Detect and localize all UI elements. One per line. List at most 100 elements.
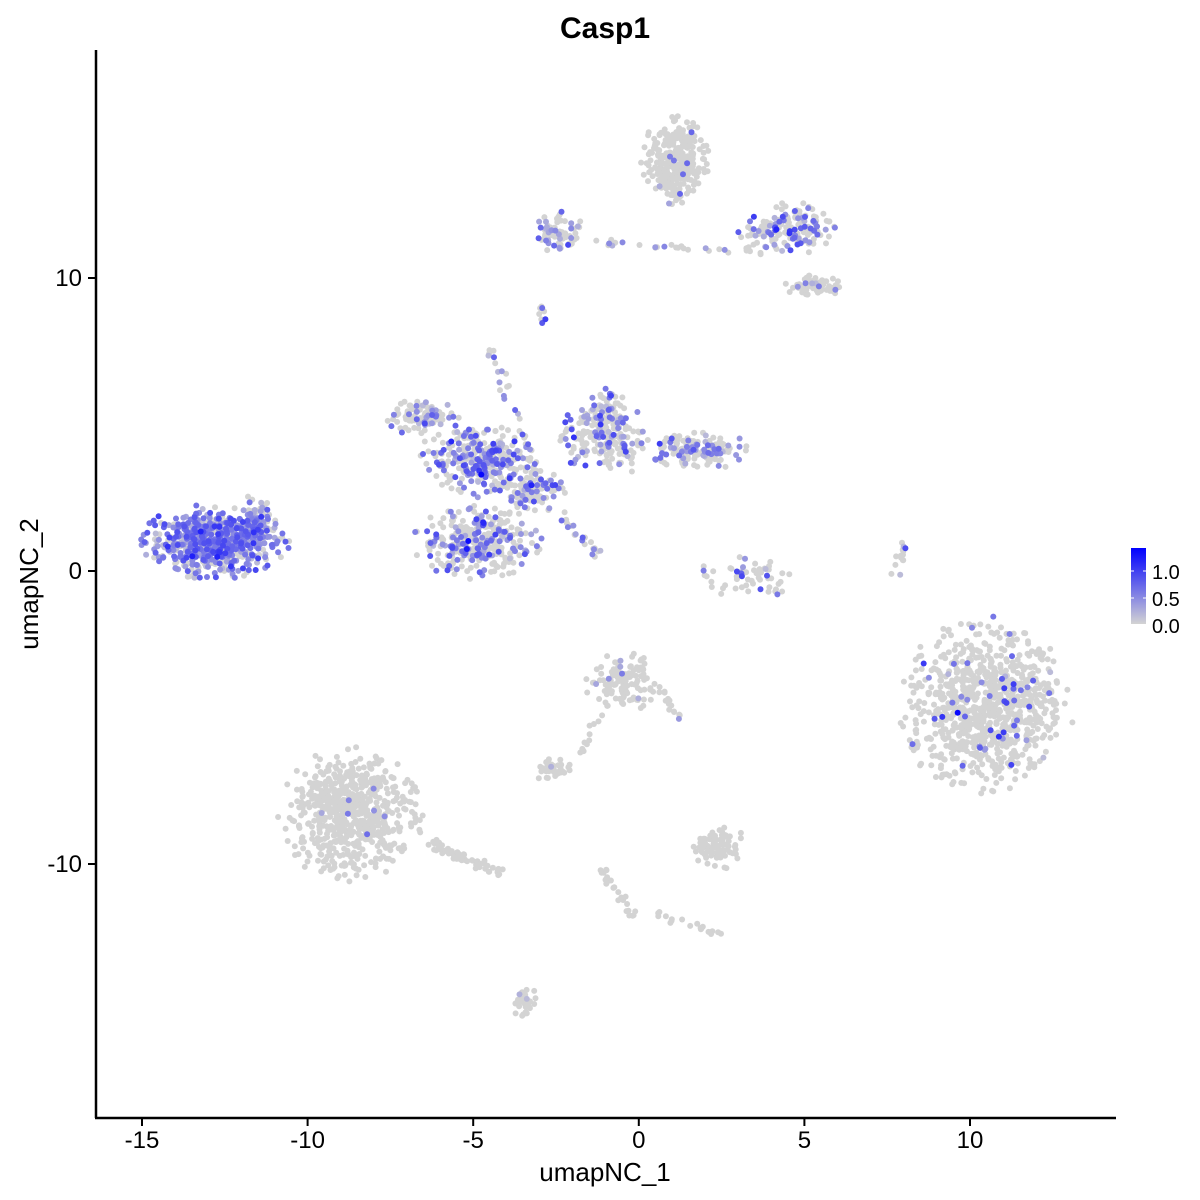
cell-point bbox=[579, 449, 586, 456]
cell-point bbox=[977, 706, 984, 713]
cell-point bbox=[361, 780, 368, 787]
cell-point bbox=[264, 562, 271, 569]
cell-point bbox=[963, 666, 970, 673]
cell-point bbox=[802, 284, 809, 291]
cell-point bbox=[686, 134, 693, 141]
cell-point bbox=[568, 235, 575, 241]
cell-point bbox=[191, 574, 198, 581]
cell-point bbox=[603, 691, 610, 698]
cell-point bbox=[485, 513, 492, 520]
cell-point bbox=[921, 700, 928, 706]
cell-point bbox=[988, 741, 995, 748]
cell-point bbox=[242, 551, 249, 558]
cell-point bbox=[938, 721, 945, 728]
cell-point bbox=[1006, 785, 1013, 792]
cell-point bbox=[704, 461, 711, 468]
cell-point bbox=[342, 862, 349, 869]
cell-point bbox=[971, 704, 977, 710]
cell-point bbox=[1011, 697, 1018, 704]
cell-point bbox=[1034, 699, 1041, 706]
cell-point bbox=[627, 663, 634, 670]
cell-point bbox=[958, 779, 965, 786]
cell-point bbox=[264, 500, 271, 506]
cell-point bbox=[184, 528, 191, 535]
cell-point bbox=[1013, 663, 1020, 670]
cell-point bbox=[476, 447, 483, 454]
cell-point bbox=[435, 431, 442, 438]
cell-point bbox=[381, 822, 388, 829]
cell-point bbox=[516, 510, 522, 517]
cell-point bbox=[987, 727, 994, 734]
cell-point bbox=[531, 1001, 538, 1007]
cell-point bbox=[999, 742, 1006, 749]
cell-point bbox=[738, 573, 745, 580]
cell-point bbox=[262, 554, 269, 561]
cell-point bbox=[670, 157, 677, 164]
cell-point bbox=[991, 694, 998, 701]
cell-point bbox=[1025, 765, 1032, 771]
cell-point bbox=[551, 242, 558, 249]
cell-point bbox=[292, 852, 298, 858]
cell-point bbox=[316, 829, 323, 836]
cell-point bbox=[930, 665, 937, 672]
cell-point bbox=[335, 793, 342, 800]
cell-point bbox=[619, 419, 626, 426]
cell-point bbox=[544, 775, 551, 781]
cell-point bbox=[774, 591, 781, 598]
cell-point bbox=[957, 650, 964, 657]
cell-point bbox=[734, 855, 741, 862]
cell-point bbox=[397, 400, 404, 407]
cell-point bbox=[294, 786, 300, 793]
cell-point bbox=[670, 450, 677, 457]
cell-point bbox=[606, 414, 613, 421]
cell-point bbox=[633, 680, 640, 686]
cell-point bbox=[990, 710, 997, 717]
cell-point bbox=[651, 135, 658, 142]
cell-point bbox=[413, 552, 420, 559]
cell-point bbox=[1053, 731, 1060, 738]
cell-point bbox=[1044, 656, 1051, 663]
cell-point bbox=[752, 560, 759, 567]
cell-point bbox=[985, 680, 992, 687]
cell-point bbox=[222, 550, 229, 557]
cell-point bbox=[240, 507, 247, 514]
cell-point bbox=[570, 434, 577, 441]
cell-point bbox=[333, 753, 340, 760]
cell-point bbox=[982, 712, 989, 719]
cell-point bbox=[458, 556, 465, 563]
cell-point bbox=[382, 768, 389, 774]
colorbar bbox=[1131, 548, 1146, 624]
cell-point bbox=[370, 785, 377, 792]
cell-point bbox=[534, 482, 541, 489]
cell-point bbox=[217, 566, 224, 573]
cell-point bbox=[661, 243, 668, 250]
cell-point bbox=[450, 855, 457, 862]
cell-point bbox=[437, 520, 444, 527]
cell-point bbox=[690, 843, 697, 850]
cell-point bbox=[564, 412, 571, 419]
cell-point bbox=[299, 834, 306, 841]
cell-point bbox=[518, 520, 525, 527]
cell-point bbox=[1034, 726, 1041, 732]
cell-point bbox=[625, 907, 632, 914]
cell-point bbox=[955, 667, 961, 674]
cell-point bbox=[981, 698, 988, 705]
cell-point bbox=[318, 851, 325, 858]
cell-point bbox=[743, 582, 750, 589]
cell-point bbox=[406, 417, 413, 424]
cell-point bbox=[997, 692, 1004, 699]
cell-point bbox=[605, 675, 612, 682]
cell-point bbox=[164, 543, 171, 550]
cell-point bbox=[362, 874, 369, 880]
cell-point bbox=[501, 560, 507, 567]
cell-point bbox=[298, 786, 305, 792]
cell-point bbox=[738, 234, 745, 241]
cell-point bbox=[700, 567, 707, 574]
cell-point bbox=[485, 530, 492, 537]
cell-point bbox=[978, 772, 985, 779]
cell-point bbox=[514, 490, 521, 496]
cell-point bbox=[511, 438, 518, 445]
cell-point bbox=[664, 190, 671, 197]
cell-point bbox=[412, 529, 419, 535]
cell-point bbox=[680, 143, 687, 150]
